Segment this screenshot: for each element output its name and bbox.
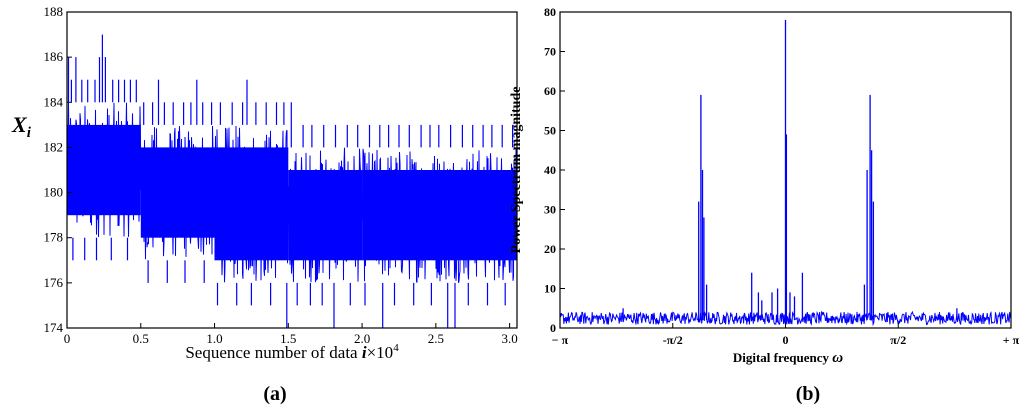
x-tick-label-b-4: + π	[1003, 333, 1020, 347]
chart-b: − π -π/2 0 π/2 + π 0 10 20 30 40 50 60 70 80 Power S…	[509, 5, 1020, 405]
y-tick-label-a-5: 184	[44, 94, 64, 109]
y-tick-label-a-7: 188	[44, 4, 64, 19]
x-axis-label-b-var: ω	[832, 350, 843, 366]
chart-a: 0 0.5 1.0 1.5 2.0 2.5 3.0 174 176 178 180 182 184 18…	[11, 4, 518, 405]
series-a-core-3	[288, 170, 363, 261]
x-tick-label-a-2: 1.0	[206, 331, 222, 346]
x-axis-label-b-text: Digital frequency	[733, 350, 832, 365]
series-a-core-0	[67, 124, 141, 216]
x-tick-label-b-1: -π/2	[663, 333, 683, 347]
x-ticks-b: − π -π/2 0 π/2 + π	[552, 323, 1020, 347]
plot-frame-a	[66, 11, 518, 329]
y-tick-label-a-1: 176	[44, 275, 64, 290]
y-axis-label-a-main: X	[11, 112, 28, 137]
x-axis-label-a-unit: ×10	[367, 343, 394, 362]
y-tick-label-a-2: 178	[44, 230, 64, 245]
series-a-core-1	[140, 147, 215, 238]
x-tick-label-a-0: 0	[64, 331, 71, 346]
x-axis-label-a-text: Sequence number of data	[185, 343, 362, 362]
panel-label-a: (a)	[263, 383, 286, 405]
series-a-line	[66, 34, 518, 328]
x-tick-label-b-0: − π	[552, 333, 569, 347]
x-tick-label-b-3: π/2	[890, 333, 906, 347]
y-tick-label-b-1: 10	[544, 282, 556, 296]
panel-label-b: (b)	[796, 383, 820, 405]
y-tick-label-b-6: 60	[544, 84, 556, 98]
x-tick-label-b-2: 0	[783, 333, 789, 347]
y-tick-label-b-0: 0	[550, 321, 556, 335]
x-tick-label-a-1: 0.5	[133, 331, 149, 346]
y-ticks-b: 0 10 20 30 40 50 60 70 80	[544, 5, 565, 335]
y-tick-label-b-2: 20	[544, 242, 556, 256]
y-tick-label-a-6: 186	[44, 49, 64, 64]
y-ticks-a: 174 176 178 180 182 184 186 188	[44, 4, 72, 335]
x-tick-label-a-4: 2.0	[354, 331, 370, 346]
x-axis-label-a: Sequence number of data i×104	[185, 342, 399, 362]
x-ticks-a: 0 0.5 1.0 1.5 2.0 2.5 3.0	[64, 323, 518, 346]
y-axis-label-b: Power Spectrum magnitude	[509, 87, 524, 254]
x-axis-label-a-exp: 4	[393, 342, 399, 354]
x-axis-label-a-var: i	[362, 343, 367, 362]
y-axis-label-a: Xi	[11, 112, 32, 141]
x-axis-label-b: Digital frequency ω	[733, 350, 843, 366]
series-a-core-4	[362, 170, 517, 261]
x-tick-label-a-6: 3.0	[501, 331, 517, 346]
y-tick-label-b-7: 70	[544, 45, 556, 59]
y-tick-label-a-3: 180	[44, 185, 64, 200]
y-axis-label-a-sub: i	[27, 125, 32, 141]
y-tick-label-a-4: 182	[44, 139, 64, 154]
y-tick-label-a-0: 174	[44, 320, 64, 335]
series-b-line	[559, 19, 1012, 327]
y-tick-label-b-8: 80	[544, 5, 556, 19]
y-tick-label-b-5: 50	[544, 124, 556, 138]
y-tick-label-b-4: 40	[544, 163, 556, 177]
x-tick-label-a-5: 2.5	[428, 331, 444, 346]
y-tick-label-b-3: 30	[544, 203, 556, 217]
x-tick-label-a-3: 1.5	[280, 331, 296, 346]
series-a-core-2	[214, 147, 289, 261]
